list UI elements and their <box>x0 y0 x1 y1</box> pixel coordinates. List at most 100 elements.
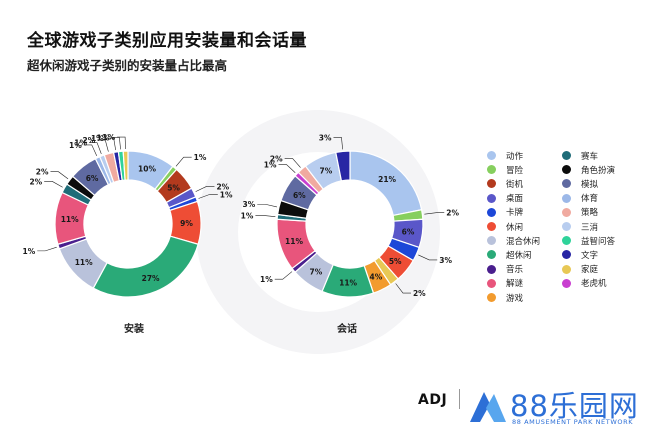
slice-label-outer: 3% <box>439 256 452 265</box>
slice-label: 5% <box>167 183 180 192</box>
legend-item: 家庭 <box>562 263 598 276</box>
legend-item: 休闲 <box>487 220 523 233</box>
slice-label-outer: 2% <box>83 136 96 145</box>
slice-label-outer: 1% <box>241 211 254 220</box>
legend-label: 赛车 <box>581 151 599 162</box>
legend-item: 赛车 <box>562 149 598 162</box>
slice-label-outer: 2% <box>29 177 42 186</box>
leader-line <box>105 137 116 151</box>
leader-line <box>424 212 445 215</box>
legend-item: 老虎机 <box>562 277 607 290</box>
slice-label: 7% <box>310 268 323 277</box>
legend-swatch <box>487 222 496 231</box>
legend-swatch <box>487 179 496 189</box>
slice-label: 11% <box>75 258 93 267</box>
chart-title: 全球游戏子类别应用安装量和会话量 <box>27 31 307 51</box>
install-chart-caption: 安装 <box>124 324 144 335</box>
legend-item: 解谜 <box>487 277 523 290</box>
legend-swatch <box>487 193 496 203</box>
legend-item: 三消 <box>562 220 598 233</box>
slice-install-6 <box>92 235 199 298</box>
leader-line <box>37 246 57 252</box>
slice-label: 7% <box>319 167 332 176</box>
slice-label-outer: 3% <box>319 133 332 142</box>
legend-swatch <box>487 293 496 302</box>
leader-line <box>50 171 69 180</box>
slice-label-outer: 1% <box>260 275 273 284</box>
legend-label: 益智问答 <box>581 236 616 247</box>
legend-swatch <box>562 264 571 274</box>
leader-line <box>117 136 126 150</box>
leader-line <box>257 203 278 208</box>
slice-label: 4% <box>370 272 383 281</box>
legend-swatch <box>487 278 496 288</box>
legend-label: 休闲 <box>506 222 524 233</box>
leader-line <box>44 181 63 188</box>
slice-label-outer: 1% <box>194 153 207 162</box>
legend-item: 模拟 <box>562 177 598 190</box>
slice-label-outer: 3% <box>243 200 256 209</box>
legend-item: 策略 <box>562 206 598 219</box>
slice-label-outer: 1% <box>102 133 115 142</box>
legend-label: 冒险 <box>506 165 524 176</box>
legend-label: 文字 <box>581 250 599 261</box>
park-logo-subtext: 88 AMUSEMENT PARK NETWORK <box>512 418 634 426</box>
legend-label: 老虎机 <box>581 279 607 290</box>
legend-label: 桌面 <box>506 194 524 205</box>
legend-swatch <box>562 165 571 175</box>
legend-swatch <box>487 151 496 160</box>
legend-label: 超休闲 <box>506 250 532 261</box>
slice-label-outer: 2% <box>216 182 229 191</box>
adjust-logo: ADJ <box>418 392 448 408</box>
legend-swatch <box>562 250 571 260</box>
chart-subtitle: 超休闲游戏子类别的安装量占比最高 <box>27 58 228 73</box>
legend-swatch <box>562 236 571 246</box>
legend-swatch <box>562 179 571 189</box>
leader-line <box>418 254 438 261</box>
leader-line <box>198 194 218 199</box>
legend-item: 益智问答 <box>562 234 615 247</box>
slice-label-outer: 1% <box>69 141 82 150</box>
slice-label: 10% <box>138 165 156 174</box>
slice-label-outer: 1% <box>220 190 233 199</box>
slice-label-outer: 2% <box>446 209 459 218</box>
legend-swatch <box>487 165 496 175</box>
slice-label-outer: 1% <box>91 134 104 143</box>
leader-line <box>175 156 192 167</box>
legend-item: 冒险 <box>487 163 523 176</box>
legend-item: 街机 <box>487 177 523 190</box>
legend-label: 混合休闲 <box>506 236 541 247</box>
legend-swatch <box>562 193 571 203</box>
legend-item: 角色扮演 <box>562 163 615 176</box>
legend-item: 游戏 <box>487 291 523 304</box>
slice-label: 21% <box>378 175 396 184</box>
slice-label: 11% <box>339 278 357 287</box>
slice-label-outer: 1% <box>74 139 87 148</box>
leader-line <box>255 215 276 217</box>
legend-item: 文字 <box>562 248 598 261</box>
legend-label: 游戏 <box>506 293 524 304</box>
leader-line <box>284 158 301 168</box>
legend-label: 三消 <box>581 222 599 233</box>
legend-swatch <box>562 207 571 217</box>
slice-label: 11% <box>285 237 303 246</box>
legend-item: 混合休闲 <box>487 234 540 247</box>
slice-label-outer: 1% <box>23 247 36 256</box>
legend-swatch <box>487 250 496 260</box>
legend-swatch <box>562 222 571 231</box>
legend-swatch <box>487 207 496 217</box>
leader-line <box>278 164 296 173</box>
legend-item: 动作 <box>487 149 523 162</box>
legend-swatch <box>487 264 496 274</box>
legend-item: 音乐 <box>487 263 523 276</box>
slice-label: 5% <box>389 257 402 266</box>
leader-line <box>89 142 102 155</box>
session-chart-caption: 会话 <box>337 324 357 335</box>
leader-line <box>97 139 109 152</box>
legend-label: 角色扮演 <box>581 165 616 176</box>
slice-label-outer: 2% <box>270 155 283 164</box>
legend-label: 解谜 <box>506 279 524 290</box>
leader-line <box>395 283 411 294</box>
logo-divider <box>459 389 460 409</box>
